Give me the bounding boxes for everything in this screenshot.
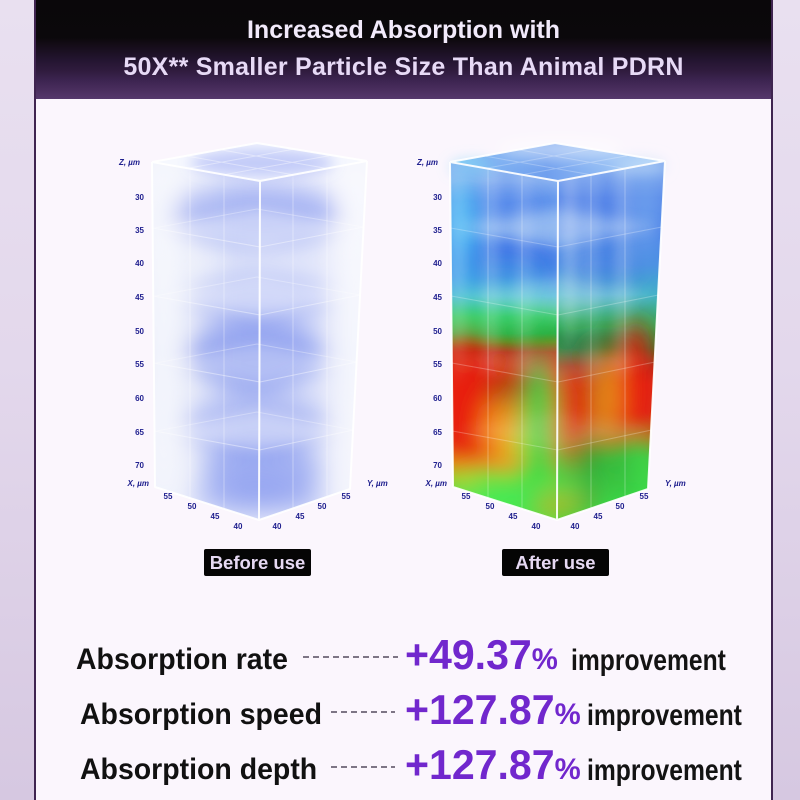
svg-text:40: 40 (234, 522, 243, 531)
svg-text:Y, µm: Y, µm (367, 479, 388, 488)
svg-text:40: 40 (571, 522, 580, 531)
svg-text:45: 45 (135, 293, 144, 302)
svg-text:30: 30 (433, 193, 442, 202)
svg-text:45: 45 (509, 512, 518, 521)
svg-text:60: 60 (135, 394, 144, 403)
svg-text:55: 55 (164, 492, 173, 501)
svg-text:45: 45 (211, 512, 220, 521)
svg-text:50: 50 (486, 502, 495, 511)
svg-text:50: 50 (318, 502, 327, 511)
svg-text:50: 50 (188, 502, 197, 511)
svg-text:65: 65 (433, 428, 442, 437)
svg-text:45: 45 (296, 512, 305, 521)
svg-text:45: 45 (433, 293, 442, 302)
svg-text:40: 40 (433, 259, 442, 268)
svg-text:Z, µm: Z, µm (416, 158, 438, 167)
svg-text:65: 65 (135, 428, 144, 437)
svg-text:30: 30 (135, 193, 144, 202)
svg-text:55: 55 (342, 492, 351, 501)
svg-text:40: 40 (273, 522, 282, 531)
svg-text:60: 60 (433, 394, 442, 403)
svg-text:55: 55 (640, 492, 649, 501)
svg-text:Z, µm: Z, µm (118, 158, 140, 167)
svg-text:70: 70 (135, 461, 144, 470)
svg-text:40: 40 (532, 522, 541, 531)
svg-text:X, µm: X, µm (126, 479, 149, 488)
svg-text:Y, µm: Y, µm (665, 479, 686, 488)
svg-text:55: 55 (433, 360, 442, 369)
svg-text:55: 55 (135, 360, 144, 369)
svg-text:50: 50 (135, 327, 144, 336)
svg-text:35: 35 (135, 226, 144, 235)
svg-text:X, µm: X, µm (424, 479, 447, 488)
svg-text:50: 50 (616, 502, 625, 511)
svg-text:70: 70 (433, 461, 442, 470)
svg-text:55: 55 (462, 492, 471, 501)
svg-text:35: 35 (433, 226, 442, 235)
svg-text:40: 40 (135, 259, 144, 268)
svg-text:45: 45 (594, 512, 603, 521)
svg-text:50: 50 (433, 327, 442, 336)
